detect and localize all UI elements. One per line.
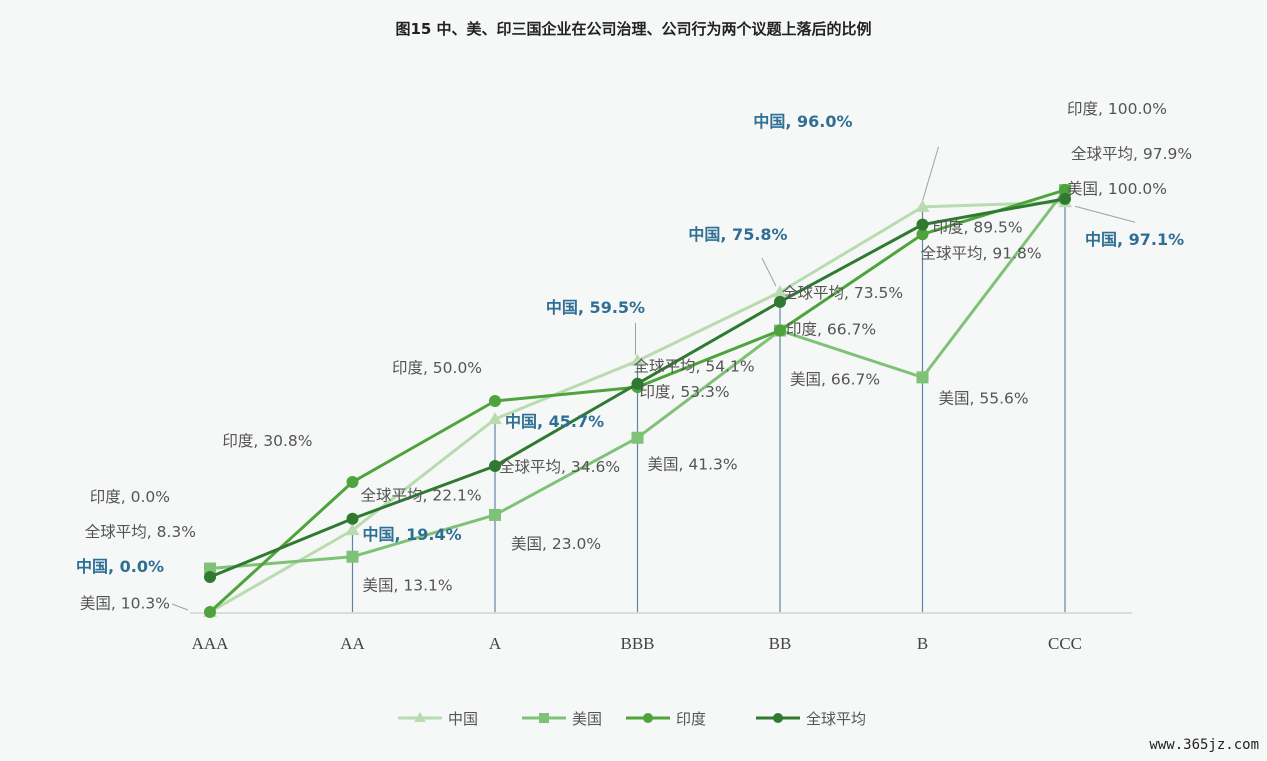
data-label: 美国, 13.1% [363, 577, 453, 595]
data-label: 中国, 0.0% [76, 557, 164, 576]
data-point [488, 412, 502, 425]
x-tick-label: BBB [620, 634, 654, 653]
x-tick-label: B [917, 634, 928, 653]
data-label: 印度, 0.0% [90, 488, 170, 506]
data-point [489, 508, 501, 521]
data-label: 印度, 53.3% [640, 383, 730, 401]
label-leader-lines [171, 146, 1136, 611]
data-label: 全球平均, 97.9% [1071, 145, 1192, 163]
data-label: 全球平均, 91.8% [921, 245, 1042, 263]
data-point [631, 377, 644, 390]
legend-label: 全球平均 [806, 710, 866, 728]
data-point [774, 324, 786, 337]
data-label: 全球平均, 8.3% [85, 523, 196, 541]
data-point [1059, 184, 1071, 196]
data-point [916, 228, 929, 241]
data-point [345, 523, 360, 536]
data-label: 美国, 55.6% [939, 389, 1029, 407]
data-point [489, 395, 501, 407]
data-label: 印度, 66.7% [786, 321, 876, 339]
data-label: 美国, 41.3% [648, 456, 738, 474]
data-label: 全球平均, 34.6% [499, 458, 620, 476]
legend-marker [643, 713, 653, 723]
data-label: 全球平均, 22.1% [361, 487, 482, 505]
x-tick-label: AAA [192, 634, 230, 653]
data-point [346, 476, 359, 489]
data-label: 美国, 23.0% [511, 535, 601, 553]
watermark: www.365jz.com [1149, 737, 1259, 753]
leader-line [171, 603, 189, 611]
data-point [1059, 192, 1071, 205]
legend: 中国 美国 印度 全球平均 [398, 710, 866, 728]
data-point [489, 459, 501, 472]
chart-title: 图15 中、美、印三国企业在公司治理、公司行为两个议题上落后的比例 [395, 20, 872, 38]
data-label: 全球平均, 54.1% [634, 358, 755, 376]
data-label: 印度, 50.0% [392, 359, 482, 377]
legend-label: 美国 [572, 710, 602, 728]
data-point [773, 285, 787, 298]
data-point [774, 295, 786, 308]
data-point [204, 570, 216, 583]
data-point [630, 353, 645, 366]
leader-line [1074, 205, 1136, 223]
x-tick-label: BB [769, 634, 792, 653]
data-label: 美国, 66.7% [790, 371, 880, 389]
x-axis: AAA AA A BBB BB B CCC [190, 612, 1132, 653]
x-tick-label: CCC [1048, 634, 1082, 653]
data-point [204, 606, 216, 618]
legend-label: 中国 [448, 710, 478, 728]
data-point [631, 431, 644, 444]
data-label: 中国, 97.1% [1085, 230, 1184, 249]
legend-marker [539, 713, 549, 723]
x-tick-label: AA [340, 634, 365, 653]
leader-line [761, 257, 777, 287]
legend-marker [414, 712, 426, 722]
data-label: 美国, 10.3% [80, 595, 170, 613]
leader-line [922, 146, 939, 202]
data-label: 中国, 96.0% [753, 112, 852, 131]
data-point [916, 218, 929, 231]
data-label: 印度, 30.8% [222, 432, 312, 450]
data-label: 美国, 100.0% [1067, 180, 1167, 198]
legend-label: 印度 [676, 710, 706, 728]
data-labels: 中国, 0.0% 中国, 19.4% 中国, 45.7% 中国, 59.5% 中国, 7… [76, 100, 1192, 613]
series-group [203, 184, 1072, 618]
data-label: 中国, 59.5% [546, 298, 645, 317]
legend-marker [773, 713, 783, 723]
data-label: 中国, 45.7% [505, 412, 604, 431]
data-label: 全球平均, 73.5% [782, 284, 903, 302]
data-label: 印度, 100.0% [1067, 100, 1167, 118]
data-point [916, 371, 929, 384]
x-tick-label: A [489, 634, 502, 653]
data-label: 印度, 89.5% [933, 218, 1023, 236]
data-point [204, 562, 216, 575]
data-label: 中国, 75.8% [688, 225, 787, 244]
data-label: 中国, 19.4% [363, 525, 462, 544]
data-point [346, 512, 359, 525]
data-point [915, 199, 930, 212]
data-point [346, 550, 359, 563]
